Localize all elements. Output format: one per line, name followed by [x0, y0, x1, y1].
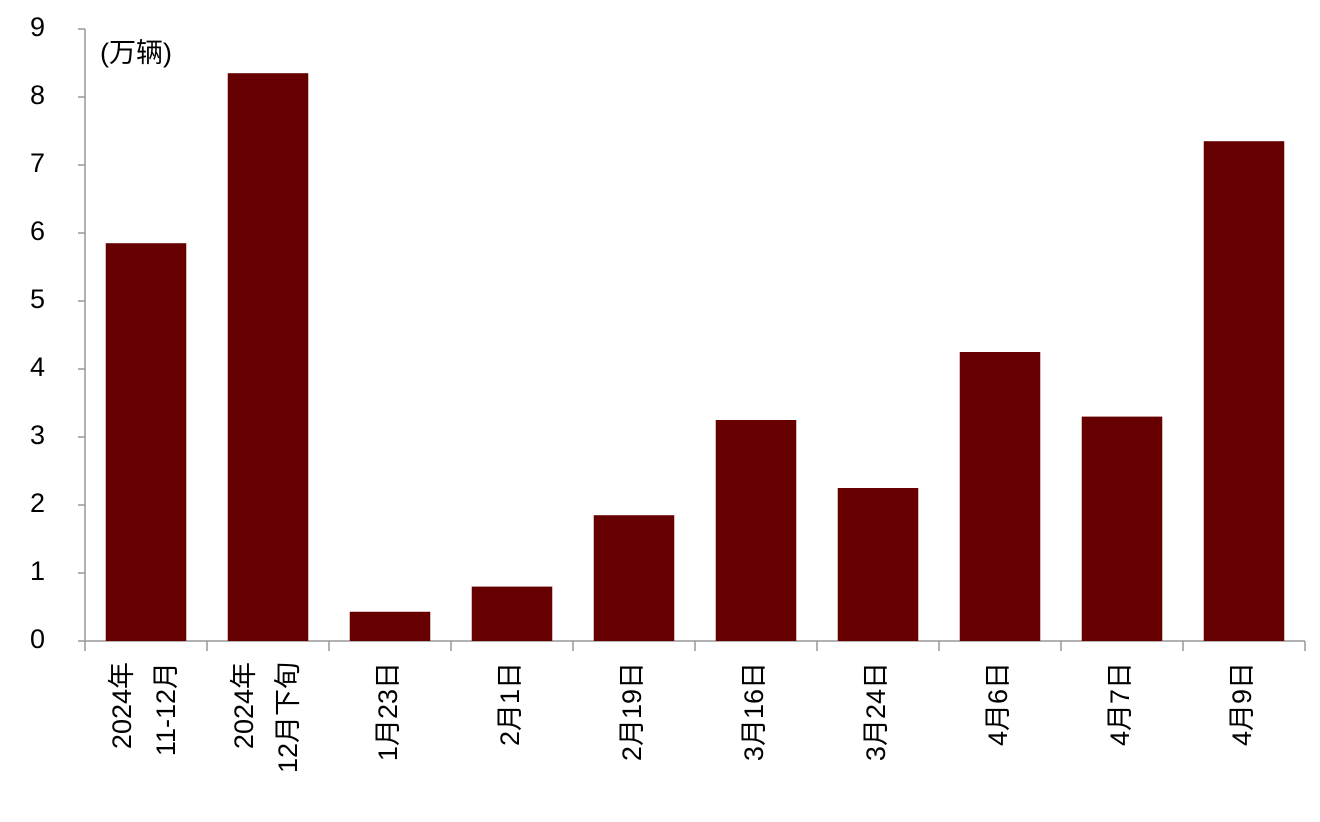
bar	[715, 420, 797, 641]
unit-label: (万辆)	[100, 38, 172, 68]
bar	[959, 352, 1041, 641]
x-tick-label: 4月6日	[983, 662, 1013, 746]
y-tick-label: 3	[30, 420, 45, 450]
y-tick-label: 7	[30, 148, 45, 178]
bar	[1203, 141, 1285, 641]
y-tick-label: 5	[30, 284, 45, 314]
x-tick-label: 2月19日	[617, 662, 647, 761]
y-tick-label: 0	[30, 624, 45, 654]
x-tick-label: 3月16日	[739, 662, 769, 761]
y-tick-label: 8	[30, 80, 45, 110]
bar	[105, 243, 187, 641]
y-tick-label: 6	[30, 216, 45, 246]
y-tick-label: 1	[30, 556, 45, 586]
bar	[471, 586, 553, 641]
x-tick-label: 1月23日	[373, 662, 403, 761]
bar	[837, 488, 919, 641]
bar	[593, 515, 675, 641]
bar	[227, 73, 309, 641]
y-tick-label: 9	[30, 12, 45, 42]
x-tick-label: 2024年	[229, 662, 259, 749]
x-tick-label: 11-12月	[151, 662, 181, 756]
bar	[349, 611, 431, 641]
x-tick-label: 2024年	[107, 662, 137, 749]
bar	[1081, 416, 1163, 641]
y-tick-label: 2	[30, 488, 45, 518]
y-tick-label: 4	[30, 352, 45, 382]
x-tick-label: 3月24日	[861, 662, 891, 761]
x-tick-label: 4月7日	[1105, 662, 1135, 746]
x-tick-label: 2月1日	[495, 662, 525, 746]
x-tick-label: 4月9日	[1227, 662, 1257, 746]
x-tick-label: 12月下旬	[273, 662, 303, 773]
